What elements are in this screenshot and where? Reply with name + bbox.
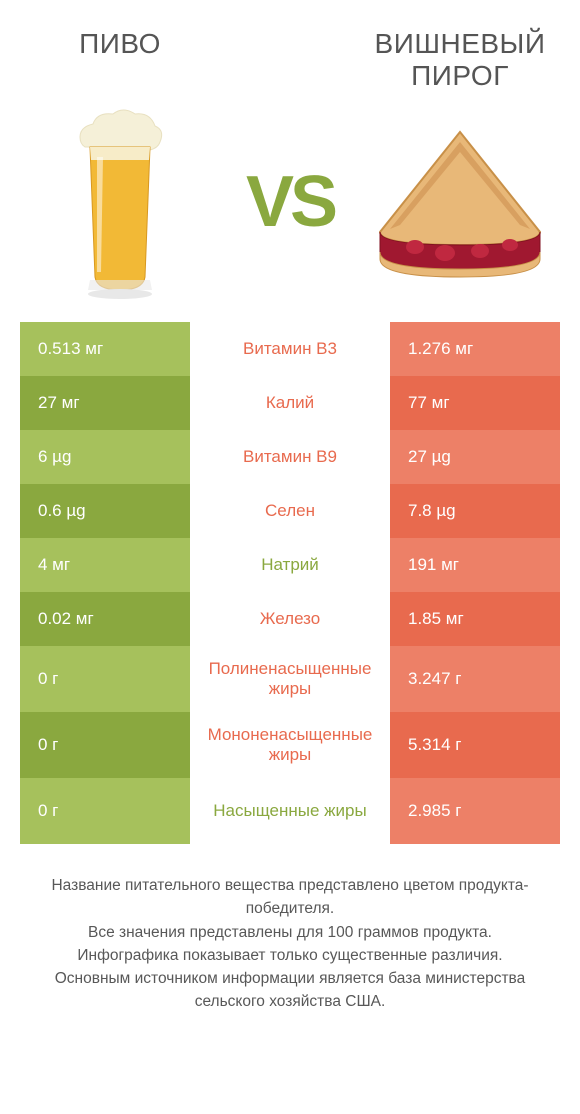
footer-notes: Название питательного вещества представл… — [0, 844, 580, 1014]
footer-line: Название питательного вещества представл… — [28, 874, 552, 921]
left-value: 0.6 µg — [20, 484, 190, 538]
nutrient-name: Железо — [190, 592, 390, 646]
right-value: 3.247 г — [390, 646, 560, 712]
header-row: ПИВО ВИШНЕВЫЙ ПИРОГ — [0, 0, 580, 92]
nutrient-row: 0 гМононенасыщенные жиры5.314 г — [20, 712, 560, 778]
pie-icon — [365, 117, 555, 287]
footer-line: Инфографика показывает только существенн… — [28, 944, 552, 967]
left-value: 0 г — [20, 778, 190, 844]
right-value: 7.8 µg — [390, 484, 560, 538]
nutrient-name: Натрий — [190, 538, 390, 592]
vs-label: VS — [220, 161, 360, 243]
nutrient-row: 0.513 мгВитамин B31.276 мг — [20, 322, 560, 376]
nutrient-name: Витамин B3 — [190, 322, 390, 376]
nutrient-row: 0 гНасыщенные жиры2.985 г — [20, 778, 560, 844]
nutrient-row: 0.6 µgСелен7.8 µg — [20, 484, 560, 538]
left-value: 0 г — [20, 646, 190, 712]
nutrient-row: 27 мгКалий77 мг — [20, 376, 560, 430]
images-row: VS — [0, 92, 580, 322]
nutrient-name: Насыщенные жиры — [190, 778, 390, 844]
beer-icon — [55, 102, 185, 302]
left-product-title: ПИВО — [20, 28, 220, 60]
left-value: 4 мг — [20, 538, 190, 592]
footer-line: Основным источником информации является … — [28, 967, 552, 1014]
nutrient-row: 6 µgВитамин B927 µg — [20, 430, 560, 484]
nutrient-row: 4 мгНатрий191 мг — [20, 538, 560, 592]
left-value: 27 мг — [20, 376, 190, 430]
nutrient-name: Калий — [190, 376, 390, 430]
right-value: 1.85 мг — [390, 592, 560, 646]
right-value: 27 µg — [390, 430, 560, 484]
right-value: 5.314 г — [390, 712, 560, 778]
nutrient-table: 0.513 мгВитамин B31.276 мг27 мгКалий77 м… — [0, 322, 580, 844]
right-value: 1.276 мг — [390, 322, 560, 376]
nutrient-name: Полиненасыщенные жиры — [190, 646, 390, 712]
nutrient-row: 0 гПолиненасыщенные жиры3.247 г — [20, 646, 560, 712]
left-value: 0.513 мг — [20, 322, 190, 376]
left-value: 0.02 мг — [20, 592, 190, 646]
right-value: 191 мг — [390, 538, 560, 592]
left-value: 6 µg — [20, 430, 190, 484]
right-value: 2.985 г — [390, 778, 560, 844]
right-value: 77 мг — [390, 376, 560, 430]
left-value: 0 г — [20, 712, 190, 778]
nutrient-name: Селен — [190, 484, 390, 538]
nutrient-name: Мононенасыщенные жиры — [190, 712, 390, 778]
footer-line: Все значения представлены для 100 граммо… — [28, 921, 552, 944]
nutrient-name: Витамин B9 — [190, 430, 390, 484]
nutrient-row: 0.02 мгЖелезо1.85 мг — [20, 592, 560, 646]
right-product-title: ВИШНЕВЫЙ ПИРОГ — [360, 28, 560, 92]
